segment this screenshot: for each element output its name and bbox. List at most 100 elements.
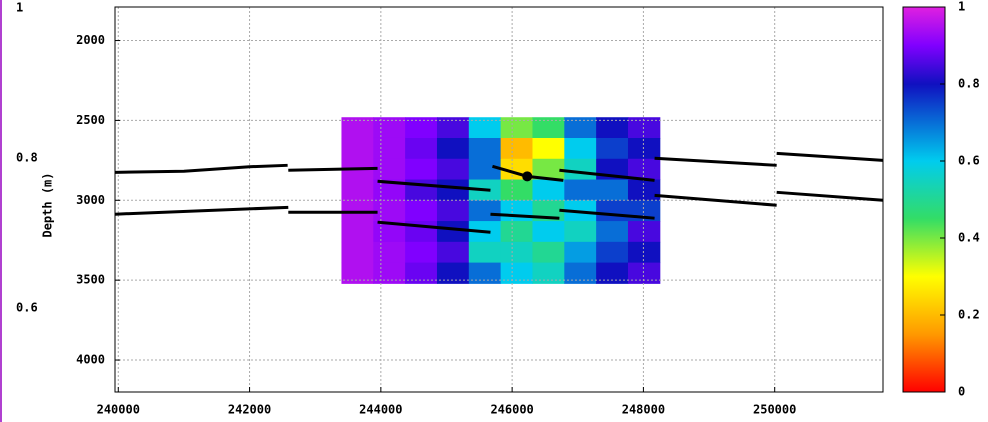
heatmap-cell bbox=[468, 200, 502, 222]
heatmap-cell bbox=[532, 137, 565, 160]
heatmap-cell bbox=[436, 221, 470, 243]
heatmap-cell bbox=[596, 241, 629, 264]
heatmap-cell bbox=[500, 117, 533, 139]
heatmap-cell bbox=[341, 241, 374, 264]
horizon-line bbox=[559, 168, 655, 182]
heatmap-cell bbox=[532, 241, 565, 264]
heatmap-cell bbox=[627, 158, 661, 181]
y-tick-label: 2000 bbox=[76, 33, 105, 47]
horizon-line bbox=[114, 205, 289, 216]
y-axis-label: Depth (m) bbox=[41, 172, 55, 237]
heatmap-cell bbox=[627, 241, 661, 264]
horizon-line bbox=[654, 156, 777, 167]
y-tick-label: 3000 bbox=[76, 193, 105, 207]
heatmap-cell bbox=[627, 262, 661, 284]
heatmap-cell bbox=[564, 241, 597, 264]
horizon-line bbox=[377, 220, 491, 234]
colorbar-tick-label: 0.6 bbox=[958, 154, 980, 168]
horizon-line bbox=[776, 151, 884, 162]
heatmap-cell bbox=[468, 117, 502, 139]
heatmap-cell bbox=[532, 262, 565, 284]
heatmap-cell bbox=[564, 179, 597, 201]
horizon-line bbox=[490, 212, 560, 220]
heatmap-cell bbox=[341, 221, 374, 243]
heatmap-cell bbox=[373, 241, 406, 264]
heatmap-cell bbox=[436, 241, 470, 264]
heatmap-cell bbox=[596, 262, 629, 284]
heatmap-cell bbox=[627, 117, 661, 139]
x-tick-label: 246000 bbox=[490, 403, 533, 417]
heatmap-cell bbox=[596, 137, 629, 160]
heatmap-cell bbox=[436, 158, 470, 181]
horizon-line bbox=[114, 163, 288, 174]
left-tick-label: 0.8 bbox=[16, 151, 38, 165]
heatmap-cell bbox=[436, 262, 470, 284]
heatmap-cell bbox=[627, 179, 661, 201]
x-tick-label: 244000 bbox=[359, 403, 402, 417]
heatmap-cell bbox=[564, 117, 597, 139]
colorbar-tick-label: 0.2 bbox=[958, 308, 980, 322]
heatmap-cell bbox=[373, 179, 406, 201]
heatmap-cell bbox=[373, 117, 406, 139]
heatmap-cell bbox=[532, 179, 565, 201]
heatmap-cell bbox=[468, 137, 502, 160]
horizon-line bbox=[654, 193, 777, 207]
y-tick-label: 2500 bbox=[76, 113, 105, 127]
y-tick-label: 4000 bbox=[76, 353, 105, 367]
heatmap-cell bbox=[627, 221, 661, 243]
heatmap-cell bbox=[405, 262, 438, 284]
heatmap-cell bbox=[468, 241, 502, 264]
x-tick-label: 250000 bbox=[753, 403, 796, 417]
heatmap-cell bbox=[564, 137, 597, 160]
heatmap-cell bbox=[500, 137, 533, 160]
heatmap-cell bbox=[405, 117, 438, 139]
x-tick-label: 240000 bbox=[97, 403, 140, 417]
heatmap-cell bbox=[436, 137, 470, 160]
heatmap-cell bbox=[373, 137, 406, 160]
heatmap-cell bbox=[436, 200, 470, 222]
heatmap-cell bbox=[500, 262, 533, 284]
heatmap-cell bbox=[341, 137, 374, 160]
heatmap-cell bbox=[564, 262, 597, 284]
x-tick-label: 248000 bbox=[622, 403, 665, 417]
heatmap-cell bbox=[341, 179, 374, 201]
heatmap-cell bbox=[596, 221, 629, 243]
colorbar-tick-label: 0.8 bbox=[958, 77, 980, 91]
left-tick-label: 0.6 bbox=[16, 301, 38, 315]
heatmap-cell bbox=[341, 117, 374, 139]
heatmap-cell bbox=[532, 221, 565, 243]
heatmap-cell bbox=[373, 221, 406, 243]
heatmap-cell bbox=[500, 200, 533, 222]
heatmap-cell bbox=[405, 158, 438, 181]
point bbox=[522, 171, 533, 182]
heatmap-cell bbox=[436, 179, 470, 201]
left-tick-label: 1 bbox=[16, 1, 23, 15]
heatmap-cell bbox=[468, 158, 502, 181]
heatmap-cell bbox=[341, 262, 374, 284]
y-tick-label: 3500 bbox=[76, 273, 105, 287]
heatmap-cell bbox=[596, 200, 629, 222]
heatmap-cell bbox=[596, 117, 629, 139]
heatmap-cell bbox=[500, 179, 533, 201]
horizon-line bbox=[288, 166, 378, 172]
heatmap-cell bbox=[468, 262, 502, 284]
colorbar bbox=[902, 6, 946, 393]
horizon-line bbox=[776, 190, 884, 202]
colorbar-tick-label: 1 bbox=[958, 0, 965, 14]
colorbar-tick-label: 0 bbox=[958, 385, 965, 399]
heatmap-cell bbox=[373, 200, 406, 222]
horizon-line bbox=[377, 179, 491, 192]
heatmap-cell bbox=[436, 117, 470, 139]
heatmap-cell bbox=[373, 262, 406, 284]
heatmap-cell bbox=[532, 117, 565, 139]
heatmap-cell bbox=[532, 158, 565, 181]
heatmap-cell bbox=[405, 200, 438, 222]
heatmap-cell bbox=[405, 241, 438, 264]
heatmap-cell bbox=[596, 179, 629, 201]
x-tick-label: 242000 bbox=[228, 403, 271, 417]
heatmap-cell bbox=[564, 221, 597, 243]
heatmap-cell bbox=[500, 221, 533, 243]
heatmap-cell bbox=[405, 137, 438, 160]
heatmap-cell bbox=[627, 137, 661, 160]
